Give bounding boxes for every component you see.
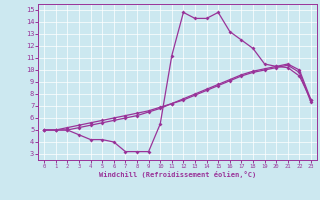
X-axis label: Windchill (Refroidissement éolien,°C): Windchill (Refroidissement éolien,°C) (99, 171, 256, 178)
